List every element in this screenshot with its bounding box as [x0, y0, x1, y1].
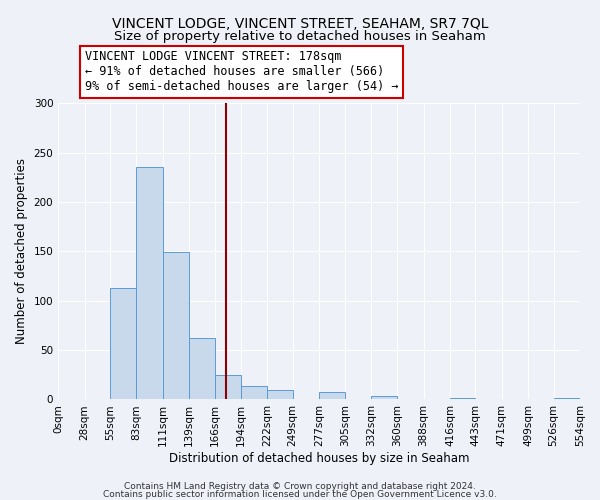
Bar: [241, 386, 267, 400]
Text: VINCENT LODGE VINCENT STREET: 178sqm
← 91% of detached houses are smaller (566)
: VINCENT LODGE VINCENT STREET: 178sqm ← 9…: [85, 50, 398, 94]
Text: Contains HM Land Registry data © Crown copyright and database right 2024.: Contains HM Land Registry data © Crown c…: [124, 482, 476, 491]
Bar: [189, 338, 215, 400]
Bar: [371, 396, 397, 400]
Text: Size of property relative to detached houses in Seaham: Size of property relative to detached ho…: [114, 30, 486, 43]
Text: VINCENT LODGE, VINCENT STREET, SEAHAM, SR7 7QL: VINCENT LODGE, VINCENT STREET, SEAHAM, S…: [112, 18, 488, 32]
Bar: [110, 288, 136, 400]
Bar: [450, 398, 475, 400]
Bar: [554, 398, 580, 400]
Bar: [136, 168, 163, 400]
Bar: [267, 390, 293, 400]
Y-axis label: Number of detached properties: Number of detached properties: [15, 158, 28, 344]
Text: Contains public sector information licensed under the Open Government Licence v3: Contains public sector information licen…: [103, 490, 497, 499]
Bar: [319, 392, 346, 400]
Bar: [163, 252, 189, 400]
X-axis label: Distribution of detached houses by size in Seaham: Distribution of detached houses by size …: [169, 452, 469, 465]
Bar: [215, 375, 241, 400]
